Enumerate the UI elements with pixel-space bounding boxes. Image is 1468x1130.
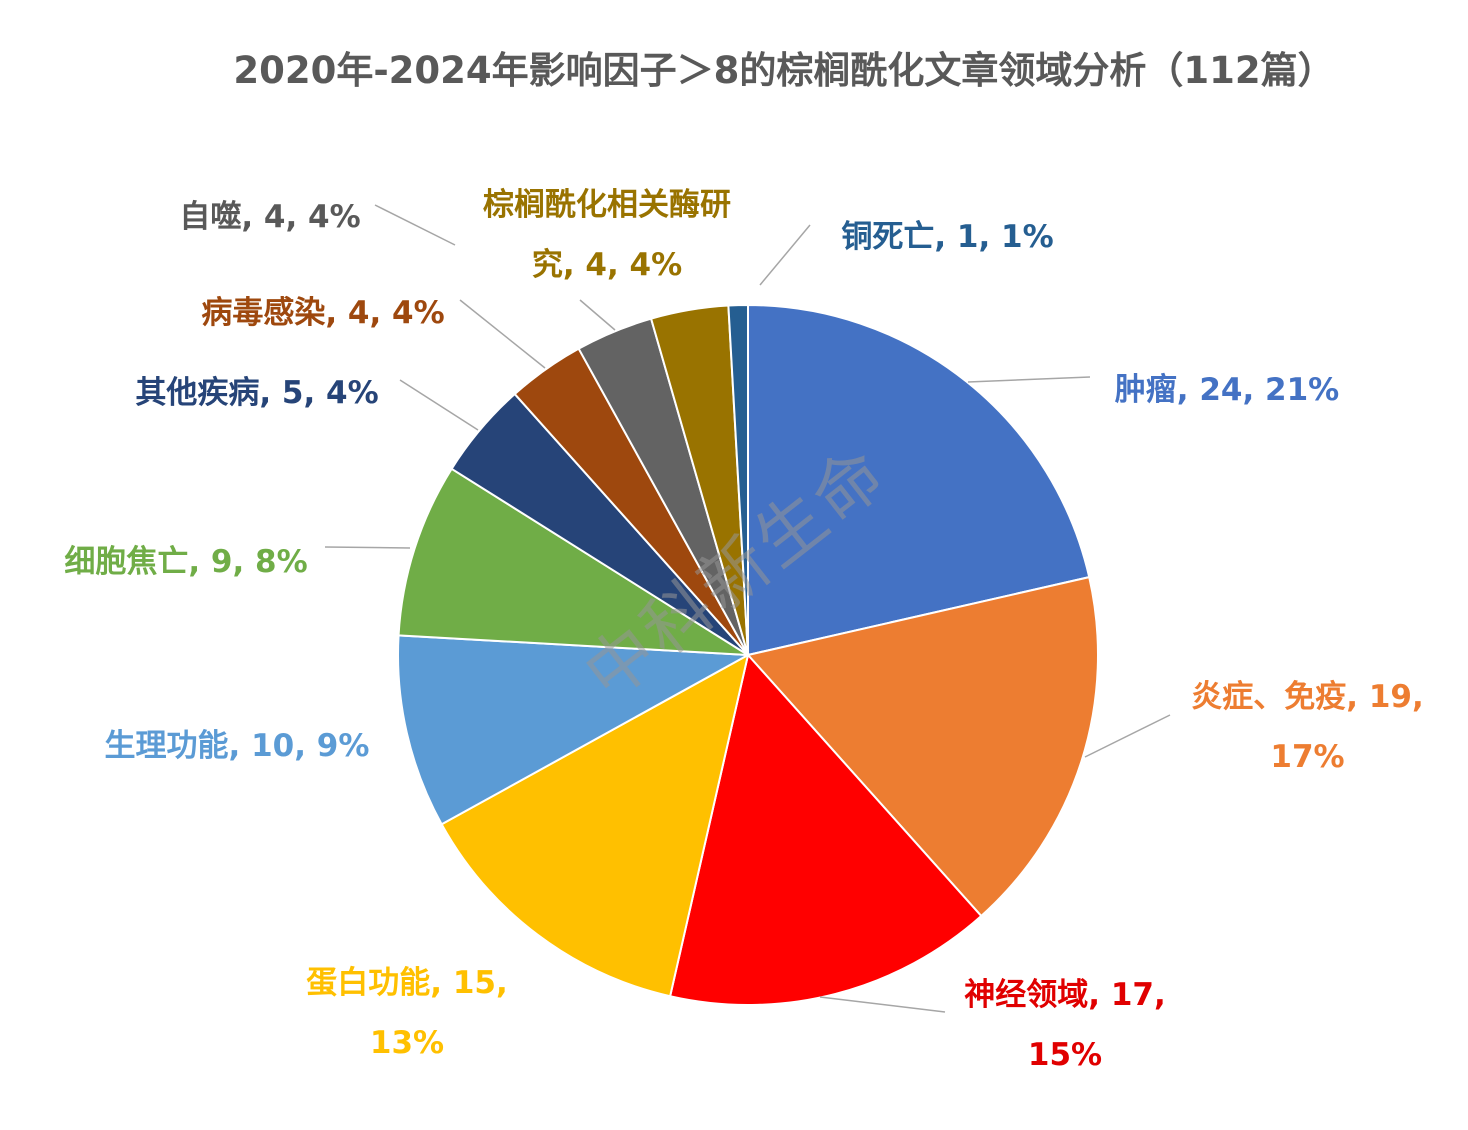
pie-slice-2	[668, 652, 983, 1006]
data-label-4: 生理功能, 10, 9%	[104, 728, 370, 764]
pie-slice-5	[397, 467, 749, 656]
data-label-7: 病毒感染, 4, 4%	[201, 295, 445, 331]
leader-line-8	[374, 204, 456, 246]
pie-slice-1	[746, 575, 1099, 918]
data-label-6: 其他疾病, 5, 4%	[135, 375, 379, 411]
pie-slice-3	[440, 653, 750, 998]
data-label-5: 细胞焦亡, 9, 8%	[64, 544, 308, 580]
data-label-10: 铜死亡, 1, 1%	[841, 219, 1054, 255]
leader-line-2	[819, 996, 946, 1013]
pie-slice-0	[747, 303, 1091, 657]
data-label-1: 炎症、免疫, 19, 17%	[1191, 679, 1424, 775]
leader-line-1	[1084, 714, 1171, 758]
leader-line-10	[759, 224, 811, 286]
chart-title: 2020年-2024年影响因子＞8的棕榈酰化文章领域分析（112篇）	[233, 49, 1335, 92]
data-label-3: 蛋白功能, 15, 13%	[306, 965, 508, 1061]
leader-line-9	[579, 299, 616, 331]
data-label-9: 棕榈酰化相关酶研 究, 4, 4%	[483, 187, 731, 283]
data-label-8: 自噬, 4, 4%	[179, 199, 361, 235]
data-label-0: 肿瘤, 24, 21%	[1114, 372, 1340, 408]
leader-line-5	[324, 546, 411, 549]
pie-slice-10	[727, 303, 749, 656]
leader-line-6	[399, 379, 479, 431]
pie-slice-4	[397, 634, 752, 826]
data-label-2: 神经领域, 17, 15%	[964, 977, 1166, 1073]
leader-line-0	[967, 376, 1091, 383]
leader-line-7	[459, 299, 546, 369]
